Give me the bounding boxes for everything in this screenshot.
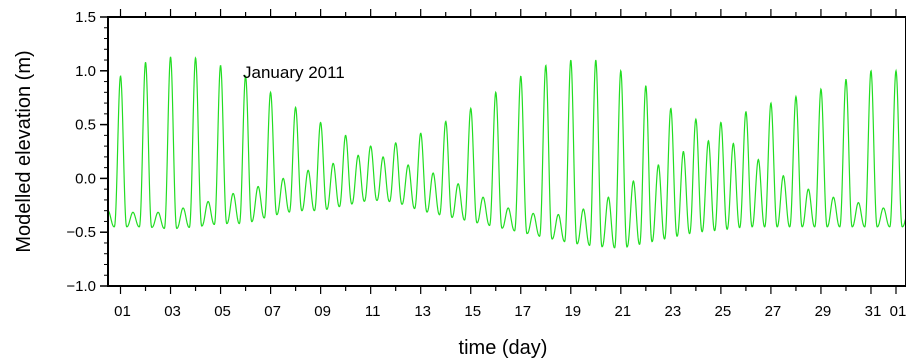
y-tick-label: 0.0 <box>75 170 96 187</box>
y-tick-labels: −1.0 −0.5 0.0 0.5 1.0 1.5 <box>66 9 96 295</box>
x-tick-label: 17 <box>514 303 531 320</box>
x-tick-label: 25 <box>715 303 732 320</box>
x-tick-label: 23 <box>665 303 682 320</box>
y-tick-label: 1.5 <box>75 9 96 26</box>
y-tick-label: 1.0 <box>75 63 96 80</box>
x-tick-label: 05 <box>214 303 231 320</box>
y-axis-label: Modelled elevation (m) <box>13 50 35 252</box>
x-tick-label: 07 <box>264 303 281 320</box>
x-tick-labels: 01 03 05 07 09 11 13 15 17 19 21 23 25 27 29 31 01 <box>114 303 906 320</box>
plot-frame <box>107 16 906 287</box>
series-line <box>108 56 906 249</box>
x-tick-label: 19 <box>564 303 581 320</box>
x-tick-label: 11 <box>365 303 381 320</box>
x-tick-label: 29 <box>815 303 832 320</box>
series-layer <box>108 56 906 249</box>
x-tick-label: 21 <box>614 303 631 320</box>
x-tick-label: 15 <box>464 303 481 320</box>
tick-marks <box>100 9 897 294</box>
x-tick-label: 27 <box>765 303 782 320</box>
y-tick-label: −1.0 <box>66 278 96 295</box>
x-tick-label: 01 <box>114 303 131 320</box>
x-tick-label: 01 <box>890 303 906 320</box>
y-tick-label: 0.5 <box>75 117 96 134</box>
y-tick-label: −0.5 <box>66 224 96 241</box>
x-tick-label: 13 <box>414 303 431 320</box>
chart-annotation: January 2011 <box>243 63 345 82</box>
x-tick-label: 31 <box>865 303 882 320</box>
x-axis-label: time (day) <box>459 337 548 359</box>
x-tick-label: 09 <box>314 303 331 320</box>
x-tick-label: 03 <box>164 303 181 320</box>
